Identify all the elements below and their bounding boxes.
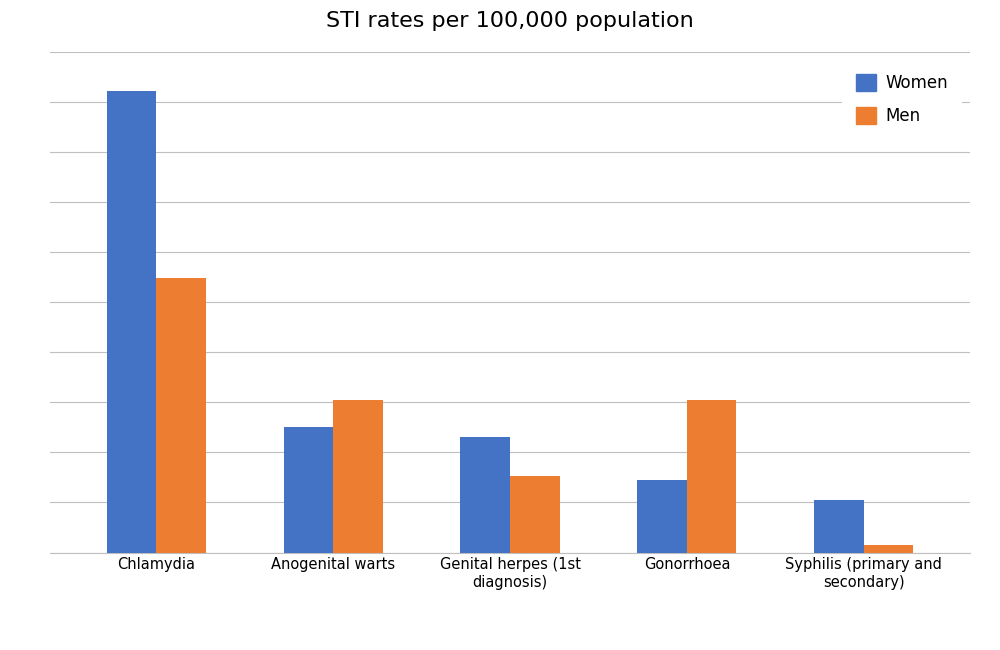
Bar — [333, 400, 383, 552]
Legend: Women, Men: Women, Men — [842, 60, 962, 138]
Bar — [156, 278, 206, 552]
Bar — [460, 437, 510, 552]
Bar — [864, 545, 913, 552]
Bar — [107, 90, 156, 552]
Bar — [510, 476, 560, 552]
Bar — [814, 500, 864, 552]
Bar — [687, 400, 736, 552]
Bar — [284, 428, 333, 552]
Title: STI rates per 100,000 population: STI rates per 100,000 population — [326, 11, 694, 31]
Bar — [637, 480, 687, 552]
